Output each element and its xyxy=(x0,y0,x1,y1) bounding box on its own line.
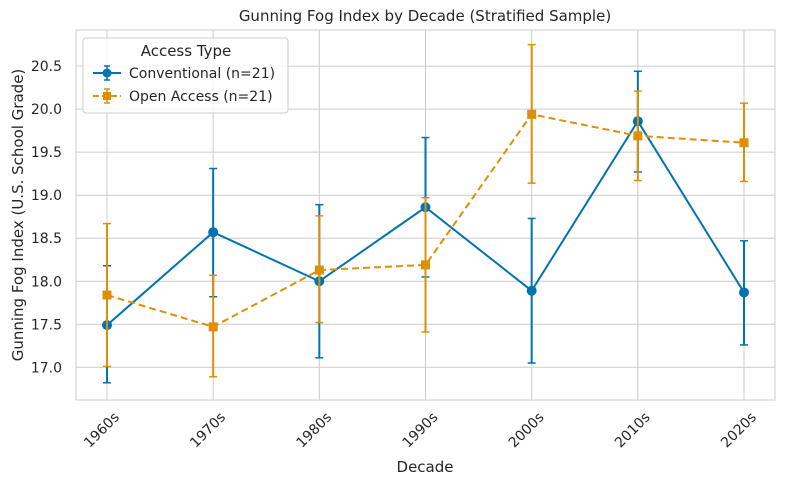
x-tick-label: 2010s xyxy=(612,410,654,452)
data-point xyxy=(208,322,218,332)
y-tick-label: 19.5 xyxy=(31,145,62,161)
data-point xyxy=(526,285,537,296)
data-point xyxy=(739,287,749,298)
x-tick-label: 2020s xyxy=(718,410,760,452)
y-tick-label: 20.5 xyxy=(31,59,62,75)
y-tick-label: 17.0 xyxy=(31,360,62,376)
y-tick-label: 18.5 xyxy=(31,231,62,247)
y-tick-label: 17.5 xyxy=(31,317,62,333)
series-open-access xyxy=(102,43,749,378)
y-tick-label: 18.0 xyxy=(31,274,62,290)
plot-frame xyxy=(75,29,776,401)
legend-title: Access Type xyxy=(141,42,232,60)
legend-entries: Conventional (n=21) Open Access (n=21) xyxy=(93,65,275,105)
legend-marker xyxy=(102,68,112,78)
legend-entry: Conventional (n=21) xyxy=(93,65,275,82)
legend-entry: Open Access (n=21) xyxy=(93,88,273,105)
y-tick-label: 20.0 xyxy=(31,102,62,118)
x-tick-label: 2000s xyxy=(506,410,548,452)
data-point xyxy=(421,260,430,270)
x-tick-label: 1990s xyxy=(400,410,442,452)
x-tick-label: 1960s xyxy=(81,410,123,452)
legend-marker xyxy=(103,92,111,100)
y-axis-label: Gunning Fog Index (U.S. School Grade) xyxy=(9,69,27,362)
legend: Access Type Conventional (n=21) Open Acce… xyxy=(82,37,289,114)
data-point xyxy=(314,265,324,275)
legend-label: Conventional (n=21) xyxy=(129,66,275,82)
legend-label: Open Access (n=21) xyxy=(129,89,273,105)
data-point xyxy=(633,131,643,141)
data-point xyxy=(739,138,749,148)
series-layer xyxy=(102,43,749,384)
data-point xyxy=(208,227,219,238)
data-point xyxy=(527,109,537,119)
chart-title: Gunning Fog Index by Decade (Stratified … xyxy=(239,7,611,25)
data-point xyxy=(102,290,112,300)
x-tick-label: 1970s xyxy=(187,410,229,452)
x-axis-label: Decade xyxy=(397,458,454,476)
tick-labels: 17.0 17.5 18.0 18.5 19.0 19.5 20.0 20.5 1960s 197… xyxy=(31,59,760,451)
legend-box xyxy=(82,37,289,114)
y-tick-label: 19.0 xyxy=(31,188,62,204)
x-tick-label: 1980s xyxy=(293,410,335,452)
